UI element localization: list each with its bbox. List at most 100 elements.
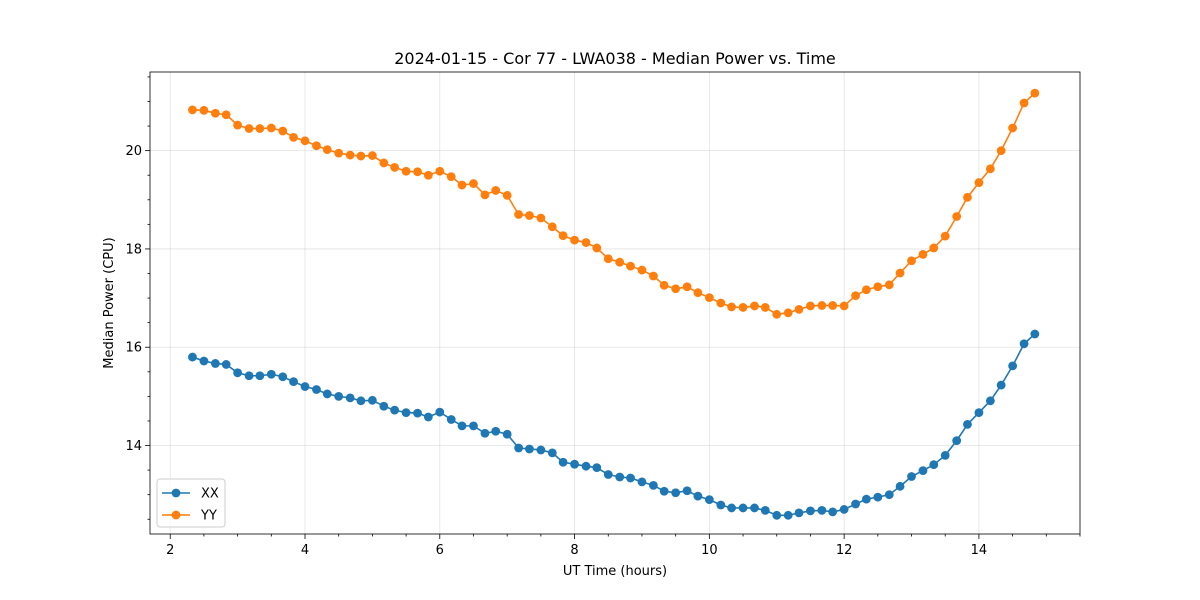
data-point-xx: [367, 395, 377, 405]
series-layer: [188, 88, 1040, 520]
data-point-yy: [221, 110, 231, 120]
data-point-xx: [199, 356, 209, 366]
data-point-xx: [839, 505, 849, 514]
data-point-yy: [671, 284, 681, 294]
data-point-xx: [963, 419, 972, 429]
legend-marker-yy: [171, 510, 181, 520]
data-point-yy: [895, 268, 905, 278]
data-point-yy: [929, 243, 939, 253]
data-point-yy: [682, 282, 692, 292]
data-point-xx: [637, 477, 647, 487]
data-point-yy: [401, 166, 411, 176]
series-line-xx: [192, 333, 1036, 517]
data-point-yy: [570, 235, 579, 245]
data-point-xx: [558, 457, 568, 467]
legend-marker-xx: [171, 488, 181, 498]
data-point-yy: [435, 166, 445, 176]
data-point-yy: [861, 285, 871, 295]
data-point-xx: [356, 396, 366, 406]
data-point-yy: [300, 136, 310, 146]
chart-title: 2024-01-15 - Cor 77 - LWA038 - Median Po…: [394, 49, 836, 68]
data-point-yy: [255, 124, 265, 133]
data-point-xx: [334, 391, 344, 401]
data-point-xx: [525, 444, 534, 454]
plot-frame: [149, 71, 1081, 535]
data-point-yy: [1008, 123, 1018, 133]
data-point-yy: [738, 303, 748, 312]
grid: [150, 72, 1080, 534]
data-point-yy: [446, 172, 456, 182]
data-point-yy: [974, 178, 984, 187]
data-point-xx: [233, 368, 243, 378]
data-point-yy: [760, 303, 770, 312]
data-point-yy: [334, 148, 344, 158]
data-point-yy: [356, 151, 366, 161]
data-point-xx: [884, 490, 894, 500]
data-point-xx: [794, 508, 804, 518]
data-point-yy: [491, 186, 501, 195]
data-point-yy: [704, 293, 714, 302]
data-point-xx: [952, 436, 962, 446]
data-point-yy: [828, 301, 838, 310]
data-point-yy: [884, 280, 894, 290]
data-point-xx: [929, 460, 939, 470]
data-point-xx: [772, 510, 782, 520]
data-point-xx: [704, 495, 714, 504]
data-point-yy: [469, 179, 478, 188]
data-point-yy: [312, 141, 321, 151]
data-point-xx: [817, 506, 827, 515]
data-point-xx: [244, 371, 254, 381]
data-point-xx: [985, 396, 995, 406]
data-point-xx: [423, 412, 433, 422]
data-point-xx: [750, 503, 759, 513]
data-point-yy: [637, 265, 647, 275]
data-point-xx: [693, 491, 703, 501]
data-point-yy: [817, 301, 827, 310]
data-point-yy: [649, 271, 658, 281]
data-point-xx: [345, 393, 355, 403]
data-point-xx: [592, 463, 602, 473]
data-point-xx: [760, 506, 770, 515]
data-point-yy: [772, 309, 782, 319]
data-point-yy: [952, 212, 962, 221]
data-point-yy: [996, 146, 1006, 156]
data-point-xx: [413, 408, 422, 418]
data-point-xx: [312, 385, 321, 394]
data-point-yy: [480, 190, 490, 200]
y-tick-label: 20: [125, 144, 142, 159]
data-point-yy: [839, 301, 849, 311]
data-point-xx: [626, 473, 635, 483]
data-point-xx: [278, 372, 288, 382]
data-point-yy: [603, 254, 613, 264]
data-point-yy: [918, 249, 928, 259]
data-point-yy: [278, 126, 288, 136]
data-point-xx: [502, 429, 512, 439]
data-point-yy: [188, 105, 197, 115]
data-point-yy: [659, 280, 669, 290]
data-point-xx: [1030, 329, 1040, 339]
data-point-xx: [738, 503, 748, 513]
x-tick-label: 2: [166, 543, 174, 558]
data-point-yy: [783, 308, 793, 318]
data-point-yy: [413, 167, 422, 177]
data-point-yy: [806, 301, 815, 311]
data-point-xx: [873, 492, 883, 502]
data-point-xx: [940, 450, 950, 460]
data-point-yy: [502, 190, 512, 200]
legend-label-xx: XX: [201, 487, 219, 502]
x-tick-label: 12: [836, 543, 853, 558]
data-point-yy: [727, 302, 736, 312]
data-point-yy: [794, 304, 804, 314]
data-point-yy: [199, 105, 209, 115]
data-point-xx: [671, 488, 681, 498]
data-point-xx: [491, 426, 501, 436]
data-point-xx: [1019, 339, 1029, 349]
data-point-xx: [221, 360, 231, 369]
data-point-yy: [233, 120, 243, 130]
data-point-yy: [289, 132, 298, 142]
data-point-yy: [536, 213, 546, 223]
data-point-xx: [682, 486, 692, 496]
legend-label-yy: YY: [200, 509, 217, 524]
data-point-xx: [1008, 361, 1018, 371]
